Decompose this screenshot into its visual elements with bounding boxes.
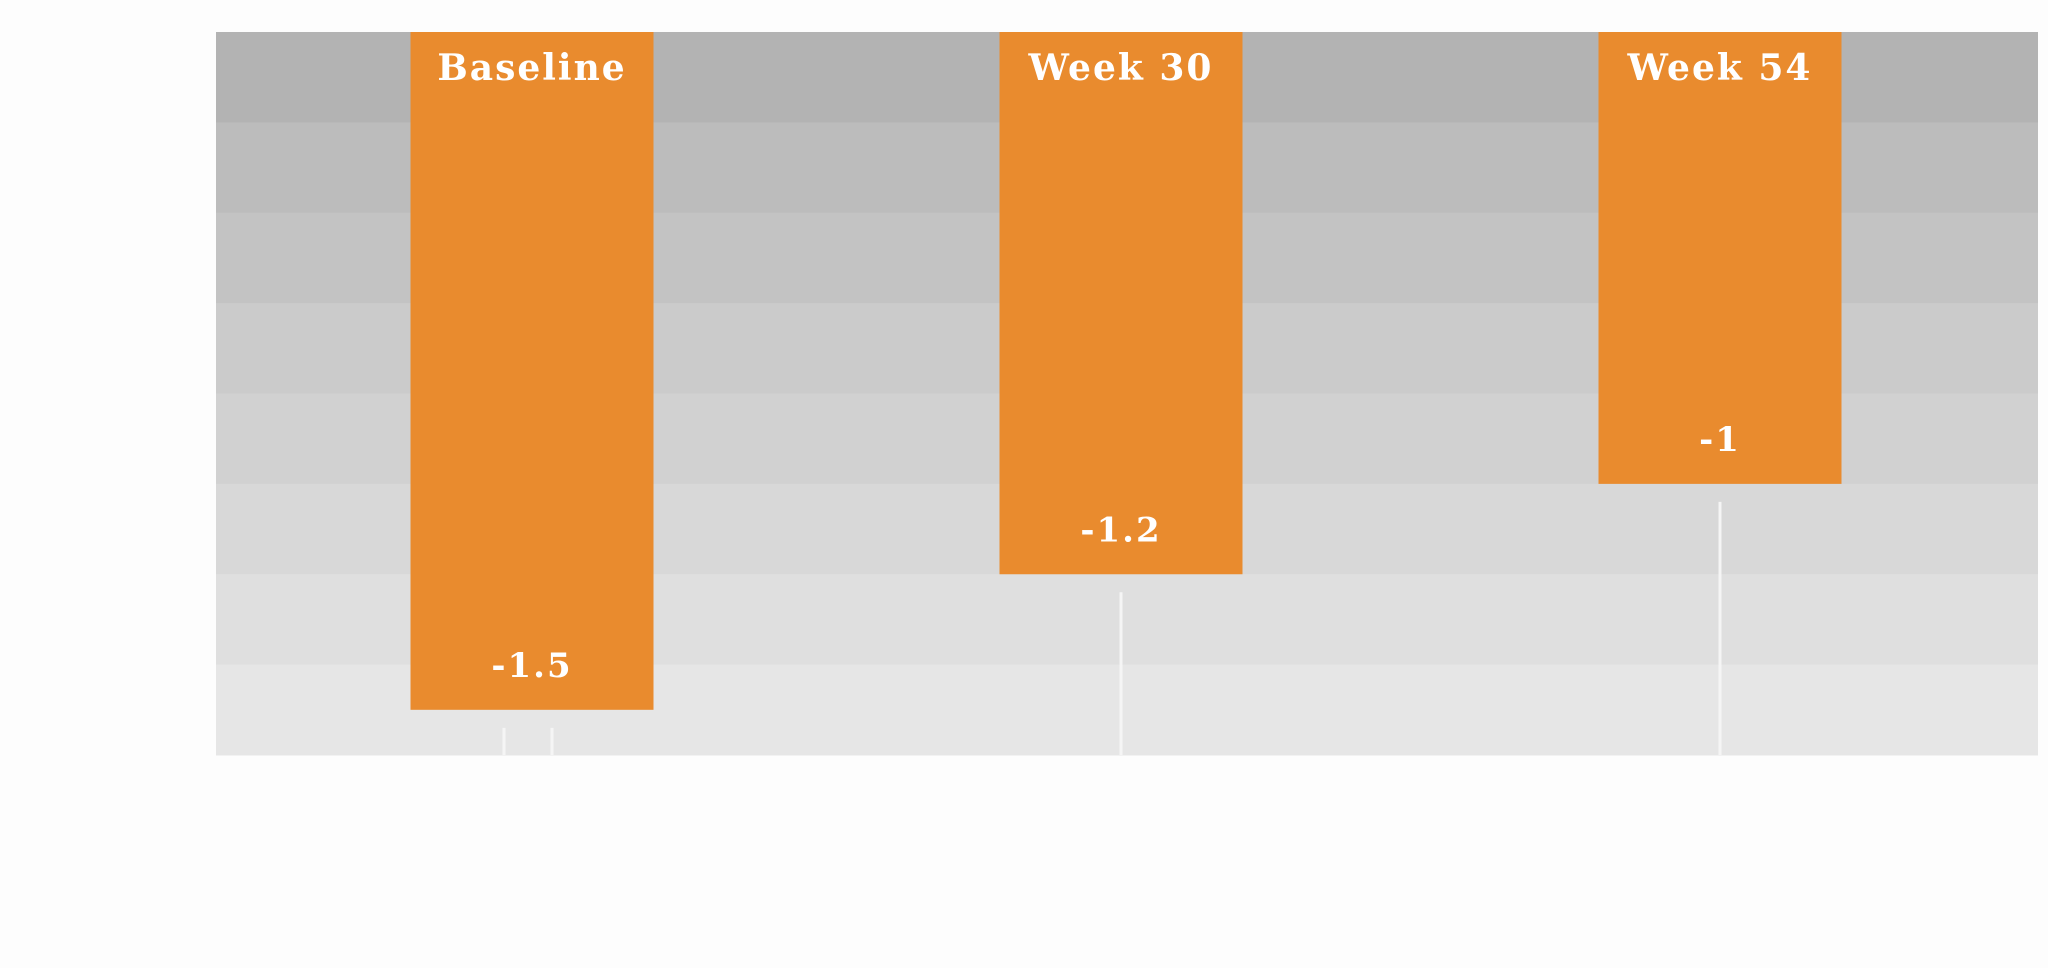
- bar: [410, 32, 654, 710]
- category-labels: Baseline Week 30 Week 54: [437, 47, 1813, 89]
- category-label: Week 30: [1028, 47, 1214, 89]
- value-labels: -1.5 -1.2 -1: [491, 420, 1741, 686]
- bar: [1598, 32, 1842, 484]
- category-label: Baseline: [437, 47, 626, 89]
- bars: [410, 32, 1842, 710]
- value-label: -1.2: [1080, 510, 1161, 550]
- bar: [999, 32, 1243, 575]
- error-bars: [502, 501, 1722, 755]
- category-label: Week 54: [1627, 47, 1813, 89]
- value-label: -1.5: [491, 646, 572, 686]
- value-label: -1: [1699, 420, 1741, 460]
